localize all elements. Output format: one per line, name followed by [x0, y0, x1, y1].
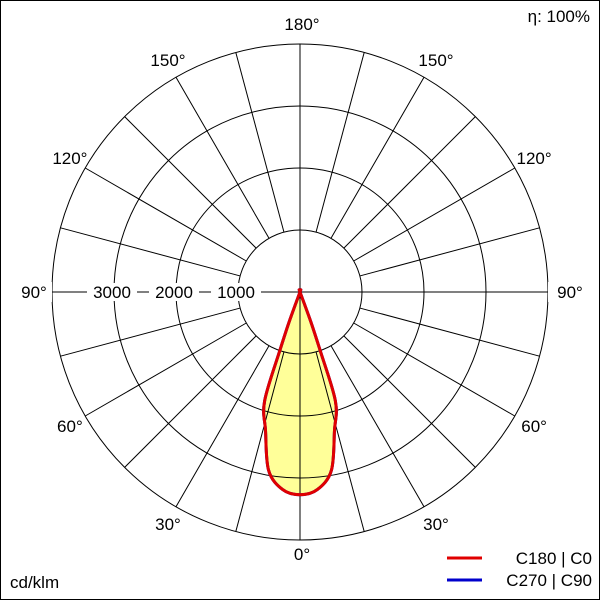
angle-label: 90°	[21, 283, 47, 302]
efficiency-label: η: 100%	[528, 7, 590, 26]
tick-label-bg	[87, 283, 137, 301]
grid-radial-line	[235, 52, 285, 233]
angle-label: 120°	[517, 149, 552, 168]
unit-label: cd/klm	[10, 573, 59, 592]
grid-radial-line	[84, 167, 247, 262]
angle-label: 120°	[52, 149, 87, 168]
angle-label: 30°	[155, 515, 181, 534]
series-curve	[262, 288, 338, 497]
grid-radial-line	[353, 322, 516, 417]
grid-radial-line	[235, 351, 285, 532]
angle-label: 0°	[294, 545, 310, 564]
angle-label: 90°	[557, 283, 583, 302]
grid-radial-line	[175, 76, 270, 239]
radial-tick-label: 1000	[217, 283, 255, 302]
radial-tick-label: 2000	[155, 283, 193, 302]
grid-radial-line	[124, 116, 257, 249]
tick-label-bg	[149, 283, 199, 301]
grid-radial-line	[359, 227, 540, 277]
grid-radial-line	[315, 351, 365, 532]
grid-radial-line	[60, 227, 241, 277]
angle-label-bg	[548, 282, 588, 302]
grid-radial-line	[330, 345, 425, 508]
angle-label: 180°	[284, 15, 319, 34]
legend-label: C180 | C0	[516, 549, 592, 568]
grid-radial-line	[60, 307, 241, 357]
radial-tick-label: 3000	[93, 283, 131, 302]
grid-radial-line	[343, 116, 476, 249]
angle-label: 60°	[57, 417, 83, 436]
tick-label-bg	[211, 283, 261, 301]
grid-radial-line	[84, 322, 247, 417]
angle-label: 30°	[423, 515, 449, 534]
grid-radial-line	[343, 335, 476, 468]
angle-label: 150°	[150, 51, 185, 70]
grid-radial-line	[124, 335, 257, 468]
grid-radial-line	[330, 76, 425, 239]
grid-radial-line	[175, 345, 270, 508]
angle-label: 150°	[418, 51, 453, 70]
grid-radial-line	[315, 52, 365, 233]
grid-radial-line	[353, 167, 516, 262]
angle-label-bg	[12, 282, 52, 302]
legend-label: C270 | C90	[506, 571, 592, 590]
grid-radial-line	[359, 307, 540, 357]
angle-label: 60°	[521, 417, 547, 436]
